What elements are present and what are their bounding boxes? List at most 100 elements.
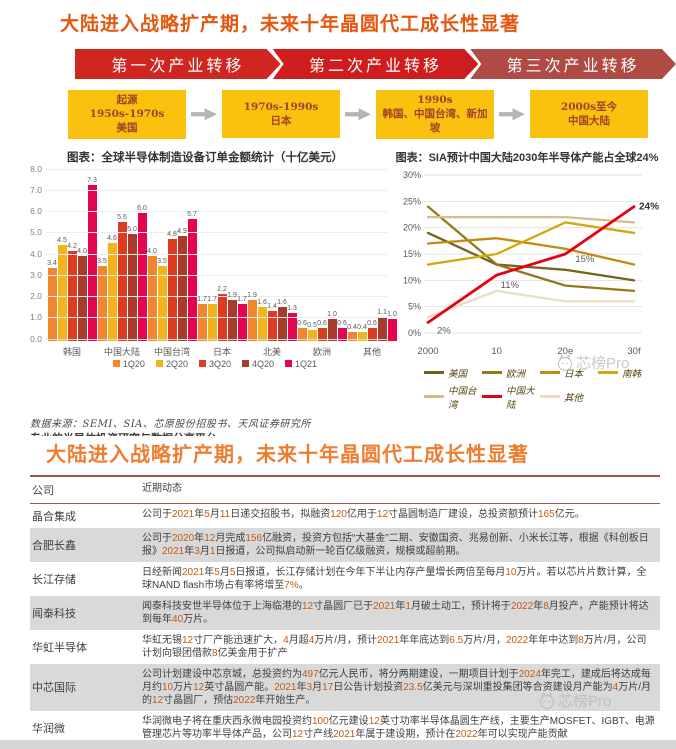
- gridline: [46, 317, 388, 319]
- bar: [217, 293, 227, 341]
- bar-value-label: 1.7: [197, 296, 207, 304]
- timeline: 起源 1950s-1970s 美国 1970s-1990s 日本 1990s 韩国、中国台湾…: [68, 90, 676, 139]
- legend-item: 其他: [540, 383, 598, 411]
- bar-2Q20: 1.7: [207, 296, 217, 341]
- table-row: 中芯国际 公司计划建设中芯京城，总投资约为497亿元人民币，将分两期建设，一期项目…: [30, 663, 660, 711]
- bar-3Q20: 5.6: [117, 214, 127, 341]
- y-axis-label: 30%: [403, 170, 421, 180]
- legend-item: 1Q21: [285, 359, 317, 369]
- bar-value-label: 1.9: [247, 292, 257, 300]
- legend-swatch: [155, 360, 163, 368]
- category-label: 欧洲: [312, 346, 331, 357]
- bar-value-label: 1.9: [227, 292, 237, 300]
- bar-1Q21: 6.0: [137, 205, 147, 341]
- y-axis-label: 25%: [403, 196, 421, 206]
- bar-1Q21: 5.7: [187, 211, 197, 341]
- table-header: 公司 近期动态: [30, 477, 660, 504]
- bar: [307, 329, 317, 341]
- bar-1Q20: 3.4: [47, 260, 57, 341]
- bar-value-label: 0.6: [317, 319, 327, 327]
- legend-item: 中国大陆: [482, 383, 540, 411]
- legend-swatch: [198, 360, 206, 368]
- bar-2Q20: 4.6: [107, 235, 117, 341]
- bar-chart-title: 图表：全球半导体制造设备订单金额统计（十亿美元）: [67, 151, 343, 164]
- timeline-box: 2000s至今 中国大陆: [530, 90, 648, 139]
- legend-item: 2Q20: [155, 359, 188, 369]
- bar-value-label: 5.7: [187, 211, 197, 219]
- bar-3Q20: 4.2: [67, 243, 77, 341]
- bar-group: 3.4 4.5 4.2 4.0 7.3 韩国: [47, 177, 97, 356]
- bar: [387, 319, 397, 341]
- bar-4Q20: 1.6: [277, 299, 287, 341]
- y-axis-label: 15%: [403, 249, 421, 259]
- legend-label: 中国台湾: [448, 385, 477, 411]
- bar-value-label: 1.6: [257, 298, 267, 306]
- y-axis-label: 20%: [403, 222, 421, 232]
- bar-value-label: 0.4: [357, 324, 367, 332]
- y-axis-label: 5.0: [30, 227, 42, 238]
- line-chart-svg: 0% 5% 10% 15% 20% 25% 30% 2000 10 20e 30f 2% 11% 15% 2…: [403, 170, 659, 357]
- bar: [97, 266, 107, 341]
- category-label: 中国台湾: [153, 346, 190, 357]
- bar-3Q20: 1.4: [267, 303, 277, 341]
- bar-1Q20: 0.4: [347, 324, 357, 341]
- bar-value-label: 1.0: [387, 311, 397, 319]
- timeline-line: 起源: [116, 94, 138, 106]
- timeline-line: 美国: [116, 122, 138, 135]
- bar-value-label: 4.2: [67, 243, 77, 251]
- timeline-line: 中国大陆: [568, 115, 610, 128]
- timeline-line: 2000s至今: [560, 101, 618, 114]
- annotation: 15%: [575, 254, 595, 265]
- y-axis-label: 8.0: [30, 163, 42, 174]
- bar-plot: 3.4 4.5 4.2 4.0 7.3 韩国 3.5 4.6 5.6 5.0 6.0 中国大陆 4.0 3…: [30, 164, 397, 357]
- gridline: [46, 232, 388, 234]
- section-title: 大陆进入战略扩产期，未来十年晶圆代工成长性显著: [46, 443, 529, 466]
- legend-item: 4Q20: [242, 359, 274, 369]
- bar-1Q20: 1.7: [197, 296, 207, 341]
- legend-label: 其他: [564, 392, 584, 404]
- legend-swatch: [242, 360, 250, 368]
- bar: [357, 332, 367, 341]
- bar: [177, 236, 187, 341]
- bar-1Q20: 0.6: [297, 320, 307, 341]
- bar-2Q20: 1.6: [257, 299, 267, 341]
- bar-4Q20: 4.9: [177, 228, 187, 341]
- bar: [277, 306, 287, 341]
- table-row: 闻泰科技 闻泰科技安世半导体位于上海临港的12寸晶圆厂已于2021年1月破土动工，…: [30, 595, 660, 630]
- charts-row: 图表：全球半导体制造设备订单金额统计（十亿美元） 3.4 4.5 4.2 4.0 7.3…: [0, 149, 676, 411]
- bar-value-label: 5.0: [127, 226, 137, 234]
- legend-label: 1Q20: [122, 358, 145, 369]
- bar: [207, 304, 217, 341]
- bar: [87, 185, 97, 341]
- page-title: 大陆进入战略扩产期，未来十年晶圆代工成长性显著: [60, 14, 521, 35]
- bar-group: 1.7 1.7 2.2 1.9 1.7 日本: [197, 286, 247, 357]
- bar: [317, 327, 327, 341]
- table-row: 晶合集成 公司于2021年5月11日递交招股书，拟融资120亿用于12寸晶圆制造厂…: [30, 504, 660, 528]
- gridline: [46, 168, 388, 170]
- right-arrow-icon: [345, 108, 371, 121]
- y-axis-label: 0.0: [30, 333, 42, 344]
- legend-swatch: [424, 395, 444, 399]
- bar: [57, 244, 67, 341]
- bar-value-label: 6.0: [137, 205, 147, 213]
- y-axis-label: 10%: [403, 275, 421, 285]
- bar-value-label: 5.6: [117, 213, 127, 221]
- bar: [127, 234, 137, 341]
- legend-swatch: [540, 395, 560, 399]
- line-series-欧洲: [426, 204, 636, 292]
- transfer-arrow: 第三次产业转移: [470, 49, 676, 79]
- bar: [267, 310, 277, 341]
- bottom-strip: [0, 740, 676, 749]
- bar-groups: 3.4 4.5 4.2 4.0 7.3 韩国 3.5 4.6 5.6 5.0 6.0 中国大陆 4.0 3…: [46, 169, 397, 357]
- bar: [197, 304, 207, 341]
- legend-swatch: [285, 360, 293, 368]
- y-axis-label: 3.0: [30, 269, 42, 280]
- y-axis-label: 2.0: [30, 291, 42, 302]
- transfer-arrows: 第一次产业转移 第二次产业转移 第三次产业转移: [75, 49, 676, 79]
- x-axis-label: 10: [491, 346, 502, 357]
- gridline: [46, 189, 388, 191]
- legend-label: 美国: [448, 368, 468, 380]
- company-cell: 晶合集成: [32, 510, 76, 523]
- bar-value-label: 2.2: [217, 285, 227, 293]
- annotation: 24%: [639, 201, 659, 212]
